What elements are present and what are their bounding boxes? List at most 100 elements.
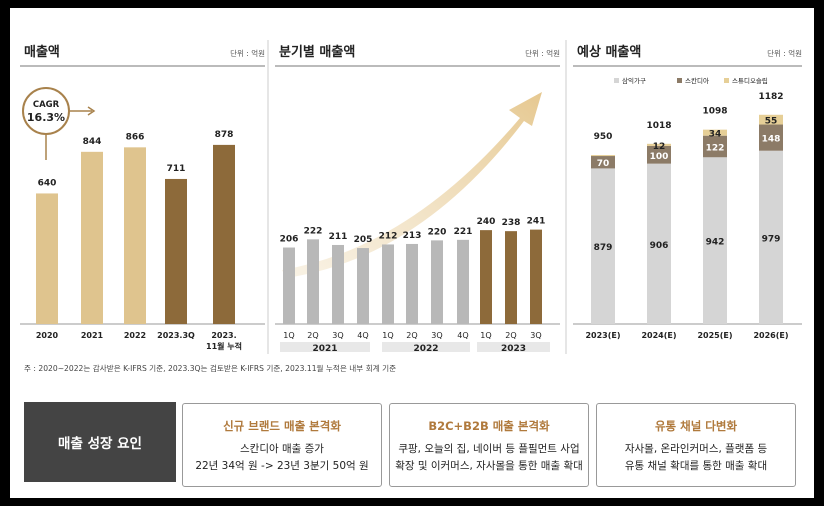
x-tick-label: 1Q	[382, 331, 393, 340]
segment-value-label: 148	[762, 135, 781, 145]
x-tick-label: 4Q	[457, 331, 468, 340]
quarterly-revenue-bar	[505, 231, 517, 324]
year-group-label: 2023	[501, 344, 526, 354]
factor-box-b2c-b2b: B2C+B2B 매출 본격화 쿠팡, 오늘의 집, 네이버 등 플필먼트 사업 …	[389, 403, 589, 487]
annual-revenue-bar	[165, 178, 187, 324]
bar-value-label: 211	[329, 232, 348, 242]
segment-value-label: 55	[765, 117, 778, 127]
factor-box-line: 확장 및 이커머스, 자사몰을 통한 매출 확대	[395, 460, 583, 472]
factor-box-new-brand: 신규 브랜드 매출 본격화 스칸디아 매출 증가 22년 34억 원 -> 23…	[182, 403, 382, 487]
quarterly-revenue-bar	[382, 244, 394, 324]
x-tick-label: 11월 누적	[206, 341, 242, 351]
segment-value-label: 12	[653, 142, 666, 152]
bar-value-label: 206	[280, 235, 299, 245]
factor-box-channel: 유통 채널 다변화 자사몰, 온라인커머스, 플랫폼 등 유통 채널 확대를 통…	[596, 403, 796, 487]
projected-revenue-segment	[647, 143, 671, 146]
bar-value-label: 640	[38, 178, 57, 188]
x-tick-label: 2Q	[505, 331, 516, 340]
projected-revenue-segment	[591, 156, 615, 169]
x-tick-label: 2025(E)	[697, 331, 732, 340]
factor-box-title: 신규 브랜드 매출 본격화	[223, 419, 341, 433]
annual-revenue-bar	[81, 151, 103, 324]
legend-swatch	[724, 78, 729, 83]
total-value-label: 1018	[646, 121, 671, 131]
cagr-arrow-head	[87, 106, 96, 116]
x-tick-label: 2Q	[307, 331, 318, 340]
bar-value-label: 238	[502, 218, 521, 228]
panel-unit: 단위 : 억원	[525, 48, 560, 58]
annual-revenue-bar	[213, 144, 235, 324]
factor-box-title: B2C+B2B 매출 본격화	[428, 419, 550, 433]
x-tick-label: 2023(E)	[585, 331, 620, 340]
year-group-band	[382, 342, 470, 352]
bar-value-label: 213	[403, 231, 422, 241]
cagr-value: 16.3%	[27, 111, 65, 124]
quarterly-revenue-bar	[332, 244, 344, 324]
segment-value-label: 979	[762, 234, 781, 244]
quarterly-revenue-bar	[530, 229, 542, 324]
x-tick-label: 1Q	[283, 331, 294, 340]
bar-value-label: 240	[477, 217, 496, 227]
year-group-label: 2022	[413, 344, 438, 354]
x-tick-label: 4Q	[357, 331, 368, 340]
segment-value-label: 942	[706, 238, 725, 248]
year-group-band	[477, 342, 550, 352]
projected-revenue-segment	[647, 145, 671, 164]
panel-unit: 단위 : 억원	[767, 48, 802, 58]
panel-title: 예상 매출액	[577, 44, 641, 60]
growth-trend-arrow	[282, 92, 542, 278]
quarterly-revenue-bar	[457, 239, 469, 324]
factor-box-line: 쿠팡, 오늘의 집, 네이버 등 플필먼트 사업	[398, 443, 580, 455]
projected-revenue-segment	[591, 155, 615, 157]
segment-value-label: 879	[594, 243, 613, 253]
x-tick-label: 2024(E)	[641, 331, 676, 340]
panel-unit: 단위 : 억원	[230, 48, 265, 58]
factor-box-title: 유통 채널 다변화	[654, 419, 738, 433]
x-tick-label: 2020	[36, 331, 59, 340]
bar-value-label: 205	[354, 235, 373, 245]
x-tick-label: 2Q	[406, 331, 417, 340]
bar-value-label: 711	[167, 164, 186, 174]
projected-revenue-segment	[759, 150, 783, 324]
bar-value-label: 222	[304, 226, 323, 236]
quarterly-revenue-bar	[480, 230, 492, 324]
projected-revenue-segment	[703, 135, 727, 158]
bar-value-label: 241	[527, 217, 546, 227]
segment-value-label: 0.4	[595, 145, 610, 155]
x-tick-label: 2022	[124, 331, 146, 340]
quarterly-revenue-bar	[357, 248, 369, 324]
legend-swatch	[677, 78, 682, 83]
chart-canvas: 매출액 단위 : 억원 분기별 매출액 단위 : 억원 예상 매출액 단위 : 억원 640…	[20, 40, 802, 354]
segment-value-label: 906	[650, 241, 669, 251]
year-group-band	[280, 342, 370, 352]
bar-value-label: 844	[83, 137, 102, 147]
factor-box-line: 스칸디아 매출 증가	[240, 443, 324, 455]
legend-label: 스칸디아	[685, 76, 709, 85]
annual-revenue-bar	[36, 193, 58, 324]
total-value-label: 1098	[702, 107, 727, 117]
projected-revenue-segment	[703, 157, 727, 324]
bar-value-label: 878	[215, 130, 234, 140]
projected-revenue-segment	[759, 124, 783, 151]
cagr-label: CAGR	[33, 100, 60, 110]
growth-factors-heading: 매출 성장 요인	[24, 402, 176, 482]
x-tick-label: 3Q	[431, 331, 442, 340]
segment-value-label: 34	[709, 130, 722, 140]
x-tick-label: 2026(E)	[753, 331, 788, 340]
bar-value-label: 866	[126, 132, 145, 142]
segment-value-label: 70	[597, 159, 610, 169]
legend-label: 삼익가구	[622, 76, 646, 85]
segment-value-label: 100	[650, 152, 669, 162]
quarterly-revenue-bar	[283, 247, 295, 324]
panel-title: 분기별 매출액	[279, 44, 355, 60]
quarterly-revenue-bar	[307, 239, 319, 324]
legend-label: 스튜디오슬립	[732, 76, 768, 85]
x-tick-label: 2023.3Q	[157, 331, 195, 340]
bar-value-label: 220	[428, 227, 447, 237]
segment-value-label: 122	[706, 143, 725, 153]
projected-revenue-segment	[647, 163, 671, 324]
bar-value-label: 221	[454, 227, 473, 237]
x-tick-label: 2021	[81, 331, 104, 340]
x-tick-label: 2023.	[211, 331, 236, 340]
legend-swatch	[614, 78, 619, 83]
